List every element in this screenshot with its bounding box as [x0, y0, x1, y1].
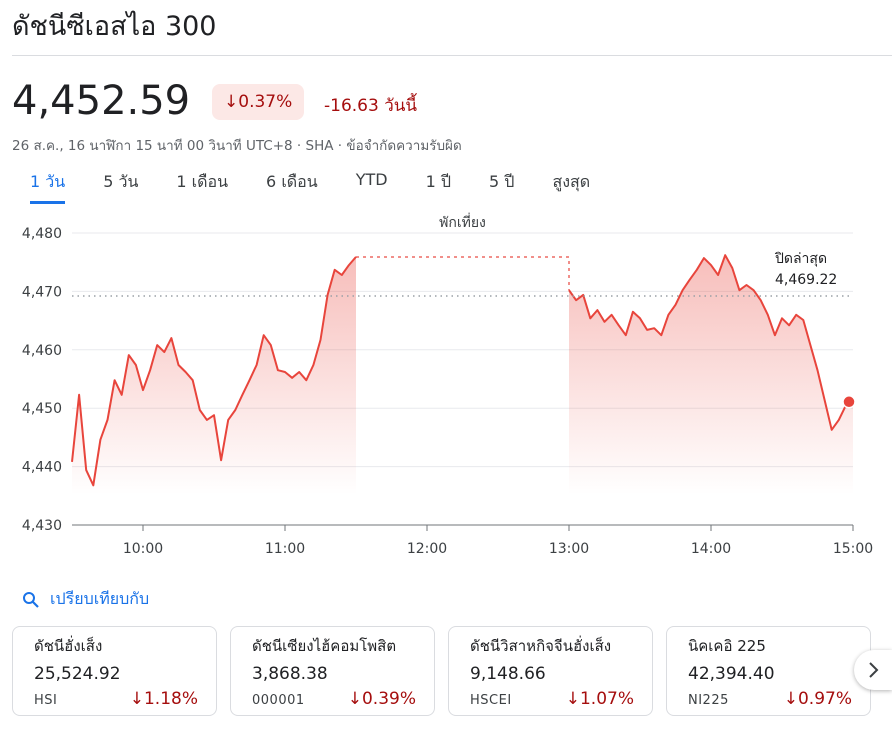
x-tick-label: 10:00 [123, 541, 163, 557]
timestamp: 26 ส.ค., 16 นาฬิกา 15 นาที 00 วินาที UTC… [12, 138, 293, 154]
y-tick-label: 4,470 [22, 284, 62, 300]
last-point [842, 395, 856, 409]
compare-label: เปรียบเทียบกับ [50, 589, 150, 608]
break-connector [356, 255, 570, 291]
price: 4,452.59 [12, 78, 191, 124]
range-tab[interactable]: 5 วัน [103, 172, 139, 191]
card-symbol: 000001 [252, 693, 305, 708]
y-tick-label: 4,440 [22, 460, 62, 476]
compare-link[interactable]: เปรียบเทียบกับ [22, 587, 149, 612]
previous-close-label: 4,469.22 [775, 272, 837, 288]
page-title: ดัชนีซีเอสไอ 300 [12, 11, 217, 42]
y-tick-label: 4,450 [22, 401, 62, 417]
card-change-value: 0.39% [361, 689, 416, 709]
range-tab[interactable]: YTD [355, 170, 388, 189]
compare-card[interactable]: ดัชนีวิสาหกิจจีนฮั่งเส็ง 9,148.66 HSCEI ↓1.… [448, 626, 653, 716]
change-percent: 0.37% [238, 92, 293, 112]
card-change: ↓1.18% [129, 689, 198, 709]
card-symbol: HSCEI [470, 693, 512, 708]
card-change: ↓0.39% [347, 689, 416, 709]
change-badge: ↓0.37% [212, 84, 305, 120]
previous-close-name: ปิดล่าสุด [775, 251, 828, 267]
range-tab[interactable]: 1 วัน [30, 170, 66, 204]
change-period: วันนี้ [384, 96, 418, 116]
card-price: 3,868.38 [252, 664, 328, 684]
search-icon [23, 591, 39, 608]
card-price: 9,148.66 [470, 664, 546, 684]
divider [12, 55, 892, 56]
range-tab[interactable]: 1 ปี [425, 172, 452, 191]
x-tick-label: 12:00 [407, 541, 447, 557]
y-tick-label: 4,430 [22, 518, 62, 534]
card-change-value: 1.18% [143, 689, 198, 709]
card-change-value: 0.97% [797, 689, 852, 709]
change-value: -16.63 [324, 96, 379, 116]
card-name: ดัชนีเซียงไฮ้คอมโพสิต [252, 637, 397, 655]
area [72, 256, 356, 495]
card-change: ↓1.07% [565, 689, 634, 709]
annotation: พักเที่ยง [439, 213, 486, 231]
disclaimer[interactable]: ข้อจำกัดความรับผิด [346, 138, 462, 154]
card-name: นิคเคอิ 225 [688, 637, 766, 655]
card-symbol: NI225 [688, 693, 729, 708]
change: -16.63 วันนี้ [324, 92, 417, 119]
x-tick-label: 15:00 [833, 541, 873, 557]
range-tab[interactable]: 6 เดือน [266, 172, 318, 191]
card-name: ดัชนีวิสาหกิจจีนฮั่งเส็ง [470, 637, 612, 655]
range-tab[interactable]: 5 ปี [489, 172, 515, 191]
price-line [568, 254, 854, 431]
range-tab[interactable]: 1 เดือน [176, 172, 229, 191]
next-button[interactable] [854, 650, 892, 690]
area [569, 255, 853, 495]
card-price: 25,524.92 [34, 664, 121, 684]
range-tabs: 1 วัน 5 วัน 1 เดือน 6 เดือน YTD 1 ปี 5 ปี สูงสุ… [30, 170, 628, 204]
chevron-icon [869, 662, 879, 678]
compare-card[interactable]: ดัชนีเซียงไฮ้คอมโพสิต 3,868.38 000001 ↓0.39… [230, 626, 435, 716]
quote-meta: 26 ส.ค., 16 นาฬิกา 15 นาที 00 วินาที UTC… [12, 138, 462, 154]
x-tick-label: 11:00 [265, 541, 305, 557]
compare-card[interactable]: ดัชนีฮั่งเส็ง 25,524.92 HSI ↓1.18% [12, 626, 217, 716]
y-tick-label: 4,480 [22, 226, 62, 242]
exchange: SHA [305, 138, 334, 154]
y-tick-label: 4,460 [22, 343, 62, 359]
x-tick-label: 13:00 [549, 541, 589, 557]
chart: 4,430 4,440 4,450 4,460 4,470 4,480 10:00 11:00… [22, 213, 873, 557]
price-line [71, 256, 357, 487]
compare-card[interactable]: นิคเคอิ 225 42,394.40 NI225 ↓0.97% [666, 626, 871, 716]
card-change-value: 1.07% [579, 689, 634, 709]
range-tab[interactable]: สูงสุด [552, 172, 591, 191]
card-change: ↓0.97% [783, 689, 852, 709]
x-tick-label: 14:00 [691, 541, 731, 557]
card-symbol: HSI [34, 693, 58, 708]
card-name: ดัชนีฮั่งเส็ง [34, 637, 103, 655]
card-price: 42,394.40 [688, 664, 775, 684]
